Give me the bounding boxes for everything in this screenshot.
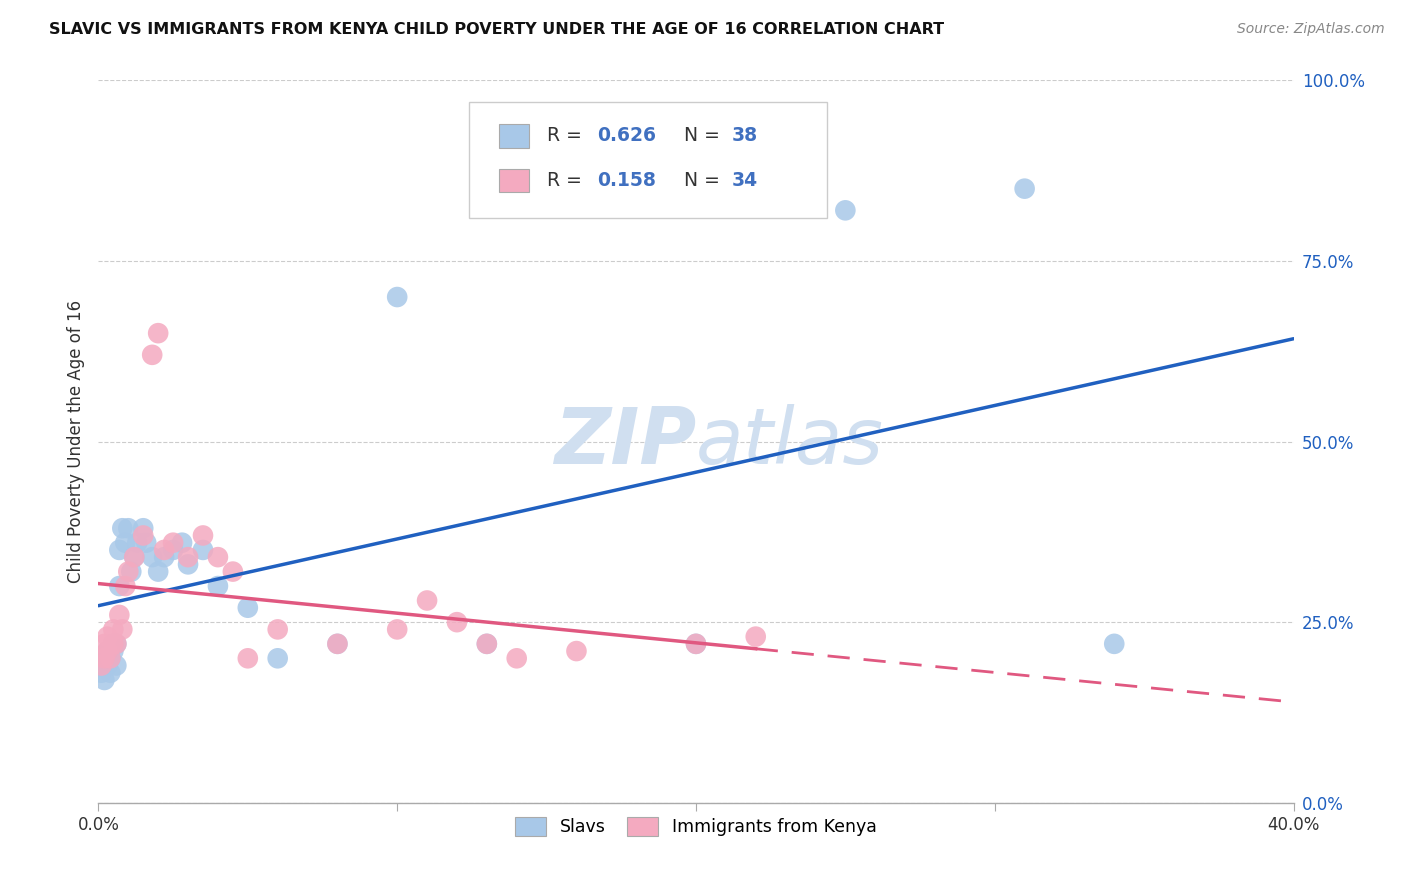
Point: [141, 550, 163, 565]
Text: N =: N =: [672, 171, 725, 190]
Point: [162, 535, 184, 549]
Point: [162, 542, 184, 557]
Point: [132, 528, 155, 542]
Point: [103, 637, 125, 651]
Point: [153, 542, 176, 557]
Text: R =: R =: [547, 127, 588, 145]
Point: [111, 521, 134, 535]
Text: Source: ZipAtlas.com: Source: ZipAtlas.com: [1237, 22, 1385, 37]
Point: [745, 630, 768, 644]
Point: [685, 637, 707, 651]
Point: [103, 623, 125, 637]
Point: [506, 651, 529, 665]
Point: [416, 593, 439, 607]
Point: [132, 521, 155, 535]
Point: [141, 348, 163, 362]
Text: 0.626: 0.626: [596, 127, 655, 145]
FancyBboxPatch shape: [470, 102, 828, 218]
Point: [172, 535, 194, 549]
Point: [96, 630, 118, 644]
Point: [177, 558, 200, 572]
Point: [834, 203, 856, 218]
Point: [1104, 637, 1126, 651]
Point: [148, 565, 170, 579]
Point: [475, 637, 498, 651]
Point: [93, 651, 115, 665]
Point: [685, 637, 707, 651]
Point: [191, 542, 214, 557]
Point: [105, 637, 128, 651]
Point: [385, 623, 409, 637]
Point: [267, 623, 290, 637]
Point: [105, 658, 128, 673]
Text: 34: 34: [733, 171, 758, 190]
Text: atlas: atlas: [696, 403, 884, 480]
Point: [124, 550, 146, 565]
Point: [90, 665, 112, 680]
Point: [127, 535, 149, 549]
Point: [111, 623, 134, 637]
Point: [153, 550, 176, 565]
Point: [1014, 182, 1036, 196]
Point: [103, 637, 125, 651]
Point: [108, 579, 131, 593]
Point: [565, 644, 588, 658]
Text: R =: R =: [547, 171, 588, 190]
Point: [446, 615, 468, 630]
FancyBboxPatch shape: [499, 124, 529, 147]
Point: [177, 550, 200, 565]
Point: [98, 651, 122, 665]
Point: [117, 521, 139, 535]
Point: [135, 535, 157, 549]
Point: [236, 600, 259, 615]
Point: [385, 290, 409, 304]
Point: [93, 637, 115, 651]
Point: [207, 579, 229, 593]
FancyBboxPatch shape: [499, 169, 529, 192]
Text: 38: 38: [733, 127, 758, 145]
Text: SLAVIC VS IMMIGRANTS FROM KENYA CHILD POVERTY UNDER THE AGE OF 16 CORRELATION CH: SLAVIC VS IMMIGRANTS FROM KENYA CHILD PO…: [49, 22, 945, 37]
Point: [191, 528, 214, 542]
Point: [93, 651, 115, 665]
Point: [96, 644, 118, 658]
Point: [114, 579, 136, 593]
Point: [108, 542, 131, 557]
Point: [148, 326, 170, 340]
Legend: Slavs, Immigrants from Kenya: Slavs, Immigrants from Kenya: [506, 808, 886, 845]
Point: [90, 658, 112, 673]
Point: [475, 637, 498, 651]
Point: [236, 651, 259, 665]
Text: ZIP: ZIP: [554, 403, 696, 480]
Point: [96, 658, 118, 673]
Point: [117, 565, 139, 579]
Point: [98, 651, 122, 665]
Point: [120, 565, 142, 579]
Point: [222, 565, 245, 579]
Point: [326, 637, 349, 651]
Point: [96, 644, 118, 658]
Point: [267, 651, 290, 665]
Point: [124, 550, 146, 565]
Point: [103, 644, 125, 658]
Point: [207, 550, 229, 565]
Y-axis label: Child Poverty Under the Age of 16: Child Poverty Under the Age of 16: [66, 300, 84, 583]
Point: [326, 637, 349, 651]
Text: N =: N =: [672, 127, 725, 145]
Point: [93, 673, 115, 687]
Point: [105, 637, 128, 651]
Point: [108, 607, 131, 622]
Point: [98, 665, 122, 680]
Text: 0.158: 0.158: [596, 171, 655, 190]
Point: [114, 535, 136, 549]
